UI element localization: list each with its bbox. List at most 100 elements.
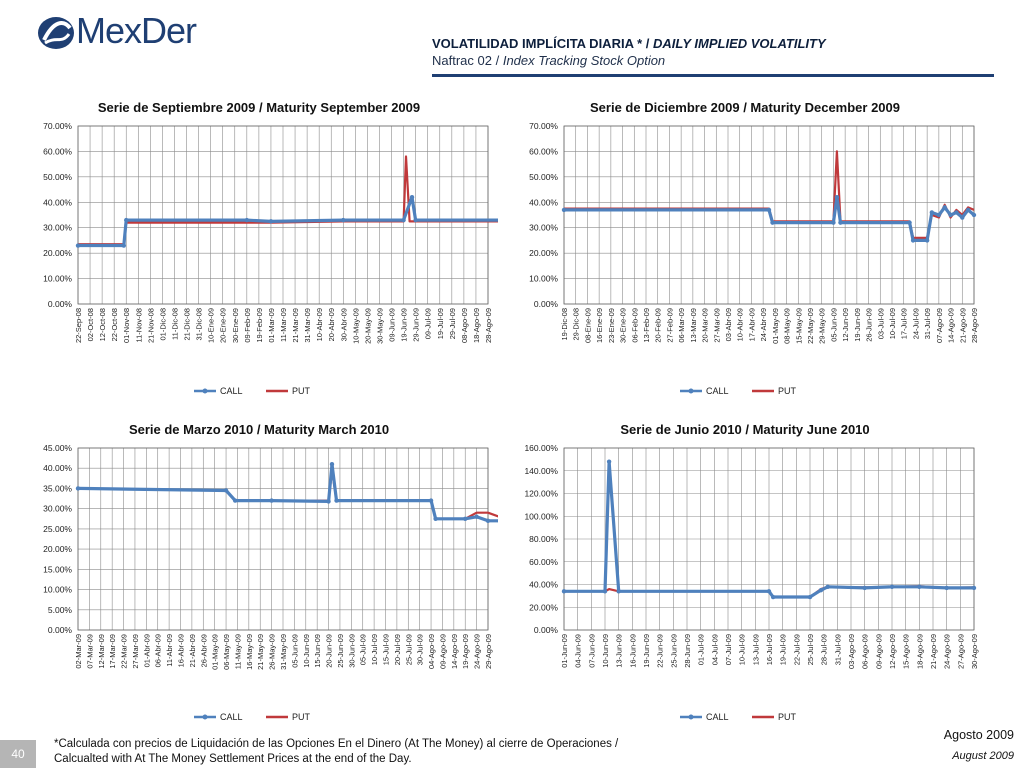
series-line-call (77, 462, 498, 523)
y-tick-label: 70.00% (43, 121, 72, 131)
data-point-call (121, 243, 127, 248)
x-tick-label: 08-Ago-09 (460, 308, 469, 343)
y-tick-label: 60.00% (529, 557, 558, 567)
x-tick-label: 19-Feb-09 (255, 308, 264, 343)
chart-march-2010: Serie de Marzo 2010 / Maturity March 201… (43, 422, 498, 722)
mexder-logo (38, 17, 74, 49)
x-tick-label: 30-Jun-09 (347, 634, 356, 668)
page-subtitle: Naftrac 02 / Index Tracking Stock Option (432, 53, 665, 68)
x-tick-label: 10-Ene-09 (207, 308, 216, 343)
x-tick-label: 01-May-09 (211, 634, 220, 670)
x-tick-label: 21-Abr-09 (188, 634, 197, 667)
x-tick-label: 01-Nov-08 (122, 308, 131, 343)
data-point-call (497, 519, 498, 523)
x-tick-label: 13-Jun-09 (615, 634, 624, 668)
header-divider (432, 74, 994, 77)
x-tick-label: 30-Ago-09 (970, 634, 979, 669)
footnote: *Calculada con precios de Liquidación de… (54, 737, 618, 767)
y-tick-label: 120.00% (524, 489, 558, 499)
x-tick-label: 05-Jun-09 (290, 634, 299, 668)
data-point-call (936, 212, 942, 218)
data-point-call (223, 488, 229, 493)
y-tick-label: 80.00% (529, 534, 558, 544)
x-tick-label: 19-Jun-09 (642, 634, 651, 668)
data-point-call (329, 461, 335, 467)
x-tick-label: 15-Jun-09 (313, 634, 322, 668)
subtitle-es: Naftrac 02 (432, 53, 492, 68)
legend-label-put: PUT (778, 386, 797, 396)
x-tick-label: 28-Ago-09 (484, 308, 493, 343)
data-point-call (954, 210, 959, 215)
x-tick-label: 01-Abr-09 (142, 634, 151, 667)
data-point-call (561, 589, 567, 594)
x-tick-label: 25-Jun-09 (669, 634, 678, 668)
footnote-line-1: *Calculada con precios de Liquidación de… (54, 738, 619, 750)
x-tick-label: 13-Jul-09 (751, 634, 760, 665)
x-tick-label: 12-Mar-09 (97, 634, 106, 669)
x-tick-label: 15-Jul-09 (382, 634, 391, 665)
data-point-call (433, 516, 438, 521)
data-point-call (924, 238, 930, 243)
data-point-call (971, 212, 977, 218)
x-tick-label: 24-Ago-09 (473, 634, 482, 669)
legend-label-call: CALL (220, 712, 243, 722)
x-tick-label: 20-Jul-09 (393, 634, 402, 665)
x-tick-label: 23-Ene-09 (607, 308, 616, 343)
series-line-call (78, 195, 498, 248)
data-point-call (818, 587, 824, 593)
y-tick-label: 50.00% (529, 172, 558, 182)
title-en: DAILY IMPLIED VOLATILITY (653, 36, 826, 51)
x-tick-label: 06-Ago-09 (861, 634, 870, 669)
plot-area (77, 125, 489, 305)
legend-marker-call (688, 388, 694, 394)
x-tick-label: 12-Ago-09 (888, 634, 897, 669)
x-tick-label: 03-Ago-09 (847, 634, 856, 669)
x-tick-label: 30-Ene-09 (231, 308, 240, 343)
series-line-call (564, 460, 974, 599)
x-tick-label: 10-Jul-09 (888, 308, 897, 339)
data-point-call (409, 195, 415, 200)
x-tick-label: 09-Jul-09 (424, 308, 433, 339)
title-es: VOLATILIDAD IMPLÍCITA DIARIA * (432, 36, 643, 51)
data-point-call (244, 217, 250, 223)
y-tick-label: 0.00% (48, 299, 73, 309)
x-tick-label: 27-Feb-09 (665, 308, 674, 343)
x-tick-label: 12-Jun-09 (841, 308, 850, 342)
data-point-call (770, 220, 775, 225)
legend-label-call: CALL (706, 712, 729, 722)
y-tick-label: 10.00% (43, 585, 72, 595)
x-tick-label: 06-May-09 (222, 634, 231, 670)
data-point-call (907, 220, 912, 225)
x-tick-label: 01-Jun-09 (560, 634, 569, 668)
x-tick-label: 09-Feb-09 (243, 308, 252, 343)
y-tick-label: 0.00% (534, 625, 559, 635)
data-point-call (268, 219, 274, 224)
x-tick-label: 20-Abr-09 (327, 308, 336, 341)
subtitle-separator: / (491, 53, 503, 68)
data-point-call (269, 498, 274, 503)
x-tick-label: 24-Abr-09 (759, 308, 768, 341)
data-point-call (341, 217, 346, 223)
y-tick-label: 10.00% (529, 274, 558, 284)
y-tick-label: 40.00% (43, 463, 72, 473)
x-tick-label: 16-Abr-09 (177, 634, 186, 667)
data-point-call (485, 518, 491, 523)
x-tick-label: 12-Oct-08 (98, 308, 107, 341)
data-point-call (401, 217, 406, 223)
data-point-call (413, 217, 418, 223)
x-tick-label: 27-Ago-09 (956, 634, 965, 669)
chart-september-2009: Serie de Septiembre 2009 / Maturity Sept… (43, 100, 498, 396)
x-tick-label: 02-Oct-08 (86, 308, 95, 341)
x-tick-label: 29-Dic-08 (572, 308, 581, 341)
x-tick-label: 17-Jul-09 (900, 308, 909, 339)
x-tick-label: 19-Dic-08 (560, 308, 569, 341)
x-tick-label: 28-Jul-09 (820, 634, 829, 665)
y-tick-label: 40.00% (43, 197, 72, 207)
x-tick-label: 15-Ago-09 (902, 634, 911, 669)
y-tick-label: 30.00% (43, 223, 72, 233)
data-point-call (825, 584, 830, 589)
y-tick-label: 160.00% (524, 443, 558, 453)
data-point-call (889, 584, 895, 589)
chart-title: Serie de Junio 2010 / Maturity June 2010 (620, 422, 869, 437)
data-point-call (561, 207, 567, 213)
